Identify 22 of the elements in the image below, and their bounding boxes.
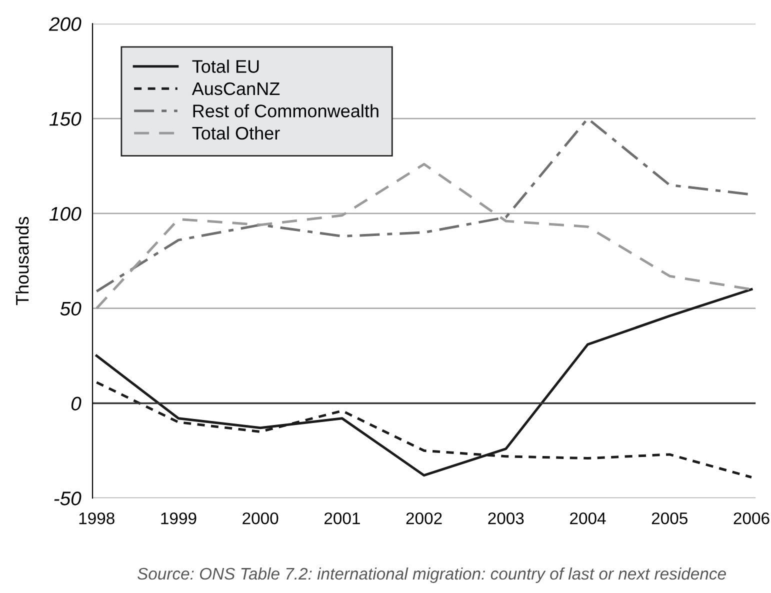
y-tick-label: 150 <box>49 112 82 126</box>
x-tick-label: 1998 <box>79 512 114 524</box>
y-tick-label: -50 <box>54 492 82 506</box>
x-tick-label: 2001 <box>324 512 360 524</box>
line-series <box>95 288 753 477</box>
y-tick-label: 200 <box>48 17 82 31</box>
legend-label: Total Other <box>192 126 280 140</box>
legend-label: Total EU <box>192 60 259 73</box>
y-axis-title: Thousands <box>15 216 29 306</box>
x-tick-label: 2006 <box>734 512 770 524</box>
x-tick-label: 2004 <box>570 512 606 524</box>
x-tick-label: 2000 <box>242 512 278 524</box>
x-tick-label: 2003 <box>488 512 524 524</box>
y-tick-label: 100 <box>49 206 82 221</box>
y-tick-label: 50 <box>60 302 82 316</box>
legend-label: Rest of Commonwealth <box>193 104 378 118</box>
y-tick-label: 0 <box>71 396 82 410</box>
x-tick-label: 2002 <box>406 512 442 524</box>
x-tick-label: 1999 <box>161 512 196 524</box>
legend-label: AusCanNZ <box>192 82 280 96</box>
x-tick-label: 2005 <box>652 512 688 524</box>
source-note: Source: ONS Table 7.2: international migration: country of last or next residence <box>137 567 726 583</box>
